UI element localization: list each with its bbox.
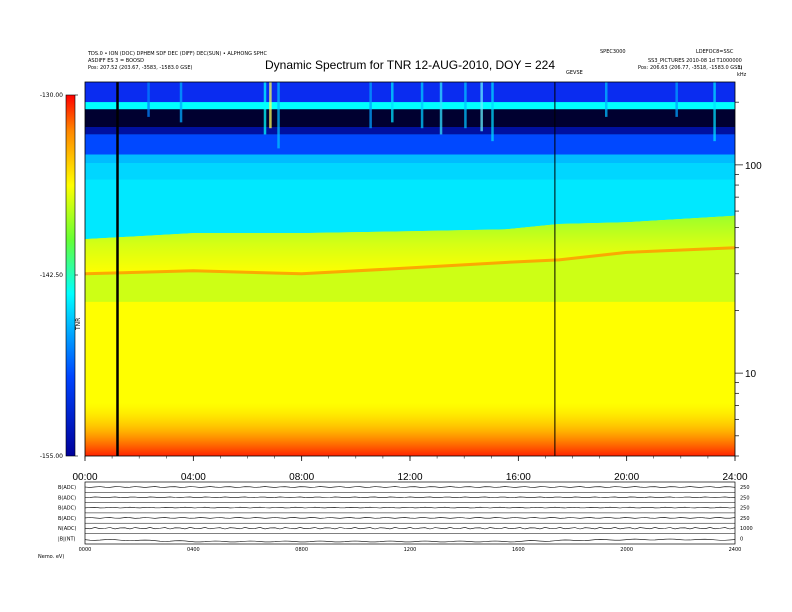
burst-streak-11 xyxy=(147,82,150,117)
lower-panel-label: |B|(NT) xyxy=(58,537,76,543)
lower-panel-trace xyxy=(84,496,736,499)
burst-streak-12 xyxy=(605,82,608,117)
burst-streak-4 xyxy=(391,82,394,123)
lower-panel-trace xyxy=(84,527,736,530)
x-tick-label: 08:00 xyxy=(289,472,314,483)
burst-streak-5 xyxy=(420,82,424,129)
burst-streak-8 xyxy=(480,82,483,132)
x-tick-label: 04:00 xyxy=(181,472,206,483)
x-tick-label: 16:00 xyxy=(506,472,531,483)
lower-panel-label: B(ADC) xyxy=(58,485,76,491)
lower-x-tick-label: 1200 xyxy=(404,547,417,553)
burst-streak-6 xyxy=(439,82,443,135)
blue-band-3 xyxy=(85,127,735,135)
colorbar-tick-bottom: -155.00 xyxy=(40,453,63,460)
colorbar-tick-top: -130.00 xyxy=(40,92,63,99)
burst-streak-14 xyxy=(713,82,716,142)
spectrogram-area xyxy=(85,82,735,456)
y-tick-label-10: 10 xyxy=(745,369,757,380)
blue-band-0 xyxy=(85,82,735,103)
x-tick-label: 20:00 xyxy=(614,472,639,483)
burst-streak-10 xyxy=(179,82,183,123)
colorbar-unit-label: TNR xyxy=(75,318,82,331)
burst-streak-0 xyxy=(263,82,267,135)
lower-panel-label: N(ADC) xyxy=(58,526,76,532)
lower-x-tick-label: 2000 xyxy=(620,547,633,553)
footer-label: Nemo. eV) xyxy=(38,554,64,560)
burst-streak-1 xyxy=(269,82,272,129)
pos-left-label: Pos: xyxy=(88,65,99,71)
lower-panel-trace xyxy=(84,486,736,488)
burst-streak-13 xyxy=(675,82,678,117)
header-left-line1: TDS.0 • ION (DOC) DPHEM SDF DEC (DIFF) D… xyxy=(87,51,267,57)
pos-right-label: Pos: xyxy=(638,65,649,71)
y-axis-right xyxy=(735,101,743,457)
colorbar-tick-mid: -142.50 xyxy=(40,272,63,279)
blue-band-1 xyxy=(85,102,735,110)
region-lightgreen xyxy=(85,247,735,302)
lower-panel-label: B(ADC) xyxy=(58,495,76,501)
x-tick-label: 00:00 xyxy=(72,472,97,483)
lower-panels: B(ADC) 250 B(ADC) 250 B(ADC) 250 B(ADC) 250 N(AD… xyxy=(58,481,753,553)
header-right-line2: SS3_PICTURES 2010-08 1d T1000000 xyxy=(648,58,742,64)
region-green-band xyxy=(85,215,735,274)
x-tick-label: 12:00 xyxy=(397,472,422,483)
marker-label: GEVSE xyxy=(566,70,583,76)
burst-streak-3 xyxy=(369,82,372,129)
y-tick-label-100: 100 xyxy=(745,161,762,172)
header-left-line2: ASDIFF ES 3 = BOOSD xyxy=(88,58,144,64)
lower-x-tick-label: 0000 xyxy=(79,547,92,553)
pos-right-value: 206.63 (206.77, -3518, -1583.0 GSE) xyxy=(650,65,743,71)
x-tick-label: 24:00 xyxy=(722,472,747,483)
plasma-line xyxy=(85,246,735,276)
blue-band-5 xyxy=(85,154,735,164)
pos-left-value: 207.52 (203.67, -3583, -1583.0 GSE) xyxy=(100,65,193,71)
lower-panel-label: B(ADC) xyxy=(58,506,76,512)
lower-panel-right-tick: 250 xyxy=(740,495,750,501)
blue-band-2 xyxy=(85,109,735,128)
freq-unit-label: kHz xyxy=(737,72,747,78)
lower-panel-label: B(ADC) xyxy=(58,516,76,522)
blue-band-6 xyxy=(85,163,735,180)
lower-panel-right-tick: 250 xyxy=(740,506,750,512)
lower-x-tick-label: 1600 xyxy=(512,547,525,553)
lower-panel-right-tick: 250 xyxy=(740,485,750,491)
lower-panel-trace xyxy=(84,506,736,509)
header-right-corner: u xyxy=(739,65,742,71)
lower-panel-trace xyxy=(84,538,736,543)
chart-title: Dynamic Spectrum for TNR 12-AUG-2010, DO… xyxy=(265,58,555,72)
lower-x-tick-label: 0800 xyxy=(295,547,308,553)
lower-panel-trace xyxy=(84,517,736,519)
burst-streak-7 xyxy=(464,82,467,129)
header-right-top2: LDEFOC8=SSC xyxy=(696,49,734,55)
lower-panel-right-tick: 1000 xyxy=(740,526,753,532)
lower-x-tick-label: 0400 xyxy=(187,547,200,553)
lower-panel-right-tick: 250 xyxy=(740,516,750,522)
lower-x-tick-label: 2400 xyxy=(729,547,742,553)
lower-panel-right-tick: 0 xyxy=(740,537,743,543)
header-right-top1: SPEC3000 xyxy=(600,49,626,55)
colorbar xyxy=(66,95,75,456)
burst-streak-2 xyxy=(277,82,280,149)
blue-band-4 xyxy=(85,134,735,155)
x-axis: 00:00 04:00 08:00 12:00 16:00 20:00 24:00 xyxy=(72,456,748,483)
low-freq-region xyxy=(85,402,735,456)
burst-streak-9 xyxy=(491,82,494,142)
